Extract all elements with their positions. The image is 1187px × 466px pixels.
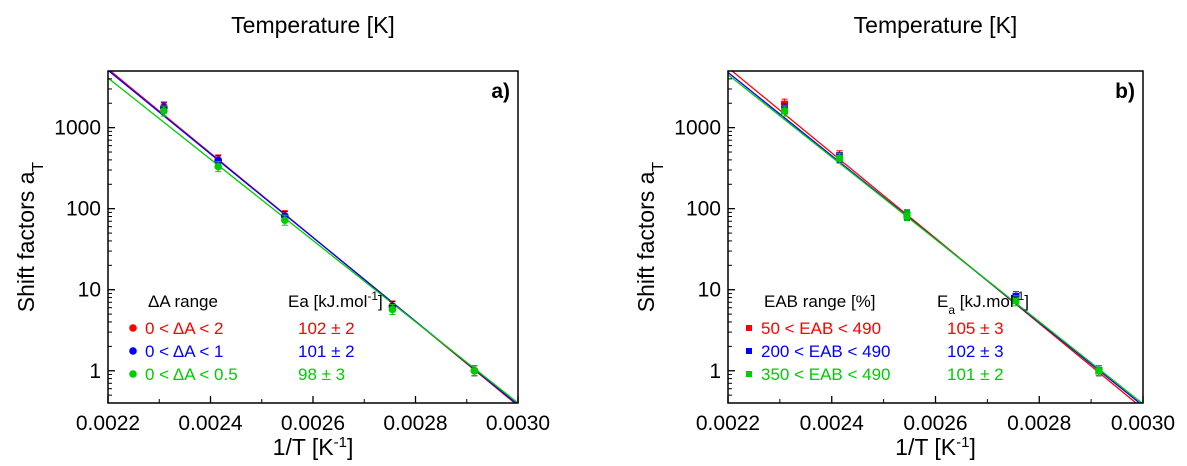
y-tick-label: 10	[698, 279, 721, 302]
y-tick-label: 1	[89, 360, 101, 383]
x-tick-label: 0.0024	[800, 412, 865, 435]
x-tick-label: 0.0026	[903, 412, 967, 435]
legend-series-ea: 102 ± 2	[298, 319, 355, 338]
data-point	[1012, 297, 1020, 305]
data-point	[781, 107, 789, 115]
legend-series-ea: 105 ± 3	[947, 319, 1004, 338]
legend-marker	[746, 325, 752, 331]
data-point	[281, 216, 289, 225]
x-tick-label: 0.0030	[486, 412, 550, 435]
data-point	[903, 212, 911, 220]
legend-marker	[129, 347, 137, 355]
legend: ΔA range Ea [kJ.mol-1] 0 < ΔA < 2 102 ± 2 0 …	[129, 289, 383, 384]
legend-series-ea: 102 ± 3	[947, 342, 1004, 361]
legend-header-ea: Ea [kJ.mol-1]	[288, 289, 383, 311]
panel-label: b)	[1115, 80, 1135, 103]
x-tick-label: 0.0022	[76, 412, 140, 435]
y-tick-label: 1000	[674, 117, 721, 140]
x-tick-label: 0.0026	[281, 412, 345, 435]
data-point	[160, 107, 168, 115]
x-axis-title: 1/T [K-1]	[273, 434, 354, 461]
legend-marker	[129, 370, 137, 378]
x-tick-label: 0.0024	[178, 412, 243, 435]
x-tick-label: 0.0028	[383, 412, 447, 435]
y-tick-label: 100	[686, 198, 721, 221]
x-tick-label: 0.0022	[696, 412, 760, 435]
x-tick-label: 0.0030	[1111, 412, 1175, 435]
legend-header-ea: Ea [kJ.mol-1]	[937, 289, 1029, 317]
legend: EAB range [%] Ea [kJ.mol-1] 50 < EAB < 490…	[746, 289, 1029, 384]
chart-panel-2: 0.0022 0.0024 0.0026 0.0028 0.0030 1 10 100 1000…	[633, 12, 1175, 461]
legend-series-name: 350 < EAB < 490	[761, 365, 891, 384]
legend-series-ea: 101 ± 2	[298, 342, 355, 361]
x-axis-title: 1/T [K-1]	[895, 434, 976, 461]
y-tick-label: 1	[709, 360, 721, 383]
legend-series-name: 0 < ΔA < 1	[145, 342, 223, 361]
legend-series-name: 200 < EAB < 490	[761, 342, 891, 361]
x-tick-label: 0.0028	[1007, 412, 1071, 435]
y-axis-title: Shift factors aT	[13, 162, 47, 313]
fit-line-3	[728, 74, 1143, 403]
data-point	[214, 162, 222, 171]
legend-marker	[746, 371, 752, 377]
top-axis-title: Temperature [K]	[231, 12, 395, 38]
data-point	[388, 305, 397, 314]
y-tick-label: 1000	[54, 117, 101, 140]
legend-header-range: ΔA range	[148, 292, 218, 311]
y-tick-label: 10	[78, 279, 101, 302]
data-point	[1095, 367, 1103, 375]
panel-label: a)	[491, 80, 510, 103]
data-point	[214, 156, 222, 165]
legend-marker	[746, 348, 752, 354]
y-axis-title: Shift factors aT	[633, 162, 667, 313]
legend-series-ea: 101 ± 2	[947, 365, 1004, 384]
legend-marker	[129, 324, 137, 332]
data-point	[836, 154, 844, 162]
legend-series-ea: 98 ± 3	[298, 365, 345, 384]
top-axis-title: Temperature [K]	[854, 12, 1018, 38]
fit-line-3	[108, 77, 518, 403]
data-point	[470, 366, 479, 375]
legend-series-name: 0 < ΔA < 2	[145, 319, 223, 338]
y-tick-label: 100	[66, 198, 101, 221]
legend-series-name: 50 < EAB < 490	[761, 319, 881, 338]
legend-header-range: EAB range [%]	[764, 292, 876, 311]
legend-series-name: 0 < ΔA < 0.5	[145, 365, 238, 384]
chart-panel-1: 0.0022 0.0024 0.0026 0.0028 0.0030 1 10 100 1000…	[13, 12, 550, 461]
fit-line-1	[731, 71, 1138, 403]
